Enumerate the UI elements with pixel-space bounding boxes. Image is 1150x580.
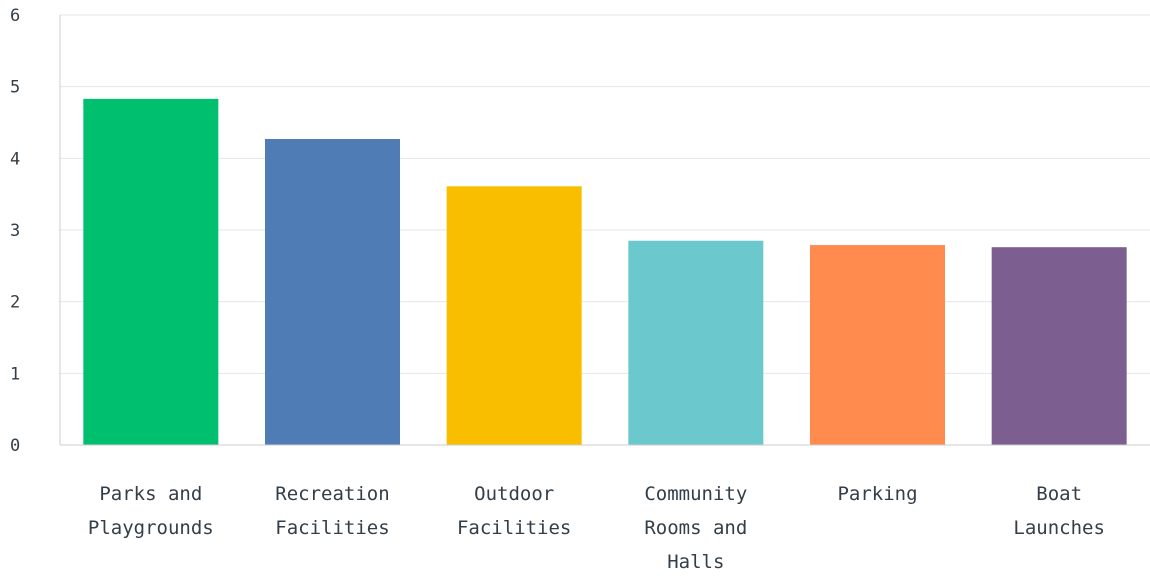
x-tick-label: Parks and Playgrounds [88, 483, 214, 539]
x-tick-label-line: Launches [1013, 517, 1105, 539]
y-axis-ticks: 0 1 2 3 4 5 6 [10, 6, 20, 456]
x-tick-label-line: Recreation [275, 483, 389, 505]
x-tick-label-line: Playgrounds [88, 517, 214, 539]
y-tick-label: 2 [10, 293, 20, 313]
x-tick-label: Boat Launches [1013, 483, 1105, 539]
y-tick-label: 3 [10, 221, 20, 241]
x-tick-label-line: Boat [1036, 483, 1082, 505]
x-tick-label: Community Rooms and Halls [644, 483, 747, 573]
x-axis-labels: Parks and Playgrounds Recreation Facilities… [88, 483, 1105, 573]
y-tick-label: 1 [10, 364, 20, 384]
x-tick-label-line: Halls [667, 551, 724, 573]
x-tick-label: Outdoor Facilities [457, 483, 571, 539]
bar-3 [628, 240, 764, 445]
y-tick-label: 6 [10, 6, 20, 26]
x-tick-label-line: Parks and [99, 483, 202, 505]
x-tick-label-line: Rooms and [644, 517, 747, 539]
bar-2 [446, 186, 582, 446]
x-tick-label-line: Community [644, 483, 747, 505]
x-tick-label: Recreation Facilities [275, 483, 389, 539]
bar-4 [810, 245, 945, 445]
x-tick-label: Parking [837, 483, 917, 505]
y-tick-label: 0 [10, 436, 20, 456]
x-tick-label-line: Parking [837, 483, 917, 505]
axes [59, 15, 1150, 446]
bar-1 [265, 138, 400, 445]
x-tick-label-line: Facilities [457, 517, 571, 539]
bar-0 [83, 98, 219, 445]
bars [83, 98, 1127, 446]
x-tick-label-line: Facilities [275, 517, 389, 539]
bar-5 [991, 247, 1127, 445]
y-tick-label: 4 [10, 149, 20, 169]
x-tick-label-line: Outdoor [474, 483, 554, 505]
y-tick-label: 5 [10, 78, 20, 98]
grid-lines [60, 14, 1150, 374]
